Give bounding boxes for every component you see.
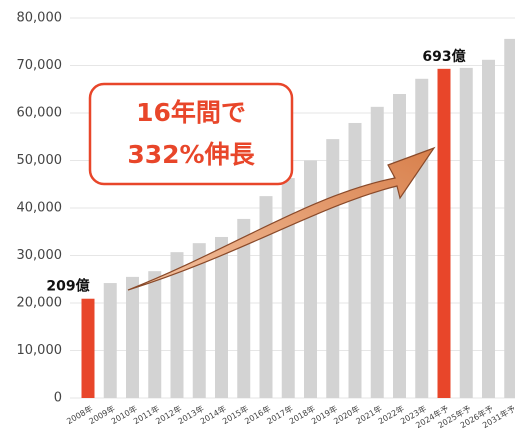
y-tick-label: 0 — [54, 391, 62, 406]
y-tick-label: 20,000 — [17, 296, 63, 311]
y-tick-label: 10,000 — [17, 343, 63, 358]
bar — [482, 60, 495, 398]
bar — [104, 283, 117, 398]
bar — [504, 39, 515, 398]
bar — [326, 139, 339, 398]
value-label: 209億 — [46, 278, 89, 295]
bar — [304, 161, 317, 399]
bar — [148, 271, 161, 398]
bar — [438, 69, 451, 398]
page: 16年間で 332%伸長 0 10,000 20,000 30,000 40,000 50… — [0, 0, 515, 432]
annotation-line: 332%伸長 — [127, 140, 255, 169]
y-tick-label: 80,000 — [17, 11, 63, 26]
value-label: 693億 — [422, 48, 465, 65]
bar — [349, 123, 362, 398]
y-tick-label: 70,000 — [17, 58, 63, 73]
bar — [82, 299, 95, 398]
bar — [215, 237, 228, 398]
y-tick-label: 50,000 — [17, 153, 63, 168]
bar — [393, 94, 406, 398]
y-tick-label: 60,000 — [17, 106, 63, 121]
y-tick-label: 30,000 — [17, 248, 63, 263]
bar — [415, 79, 428, 398]
bar — [460, 68, 473, 398]
annotation-line: 16年間で — [136, 98, 246, 127]
bar — [371, 107, 384, 398]
y-tick-label: 40,000 — [17, 201, 63, 216]
bar — [126, 277, 139, 398]
chart: 16年間で 332%伸長 0 10,000 20,000 30,000 40,000 50… — [0, 0, 515, 432]
bar — [282, 178, 295, 398]
